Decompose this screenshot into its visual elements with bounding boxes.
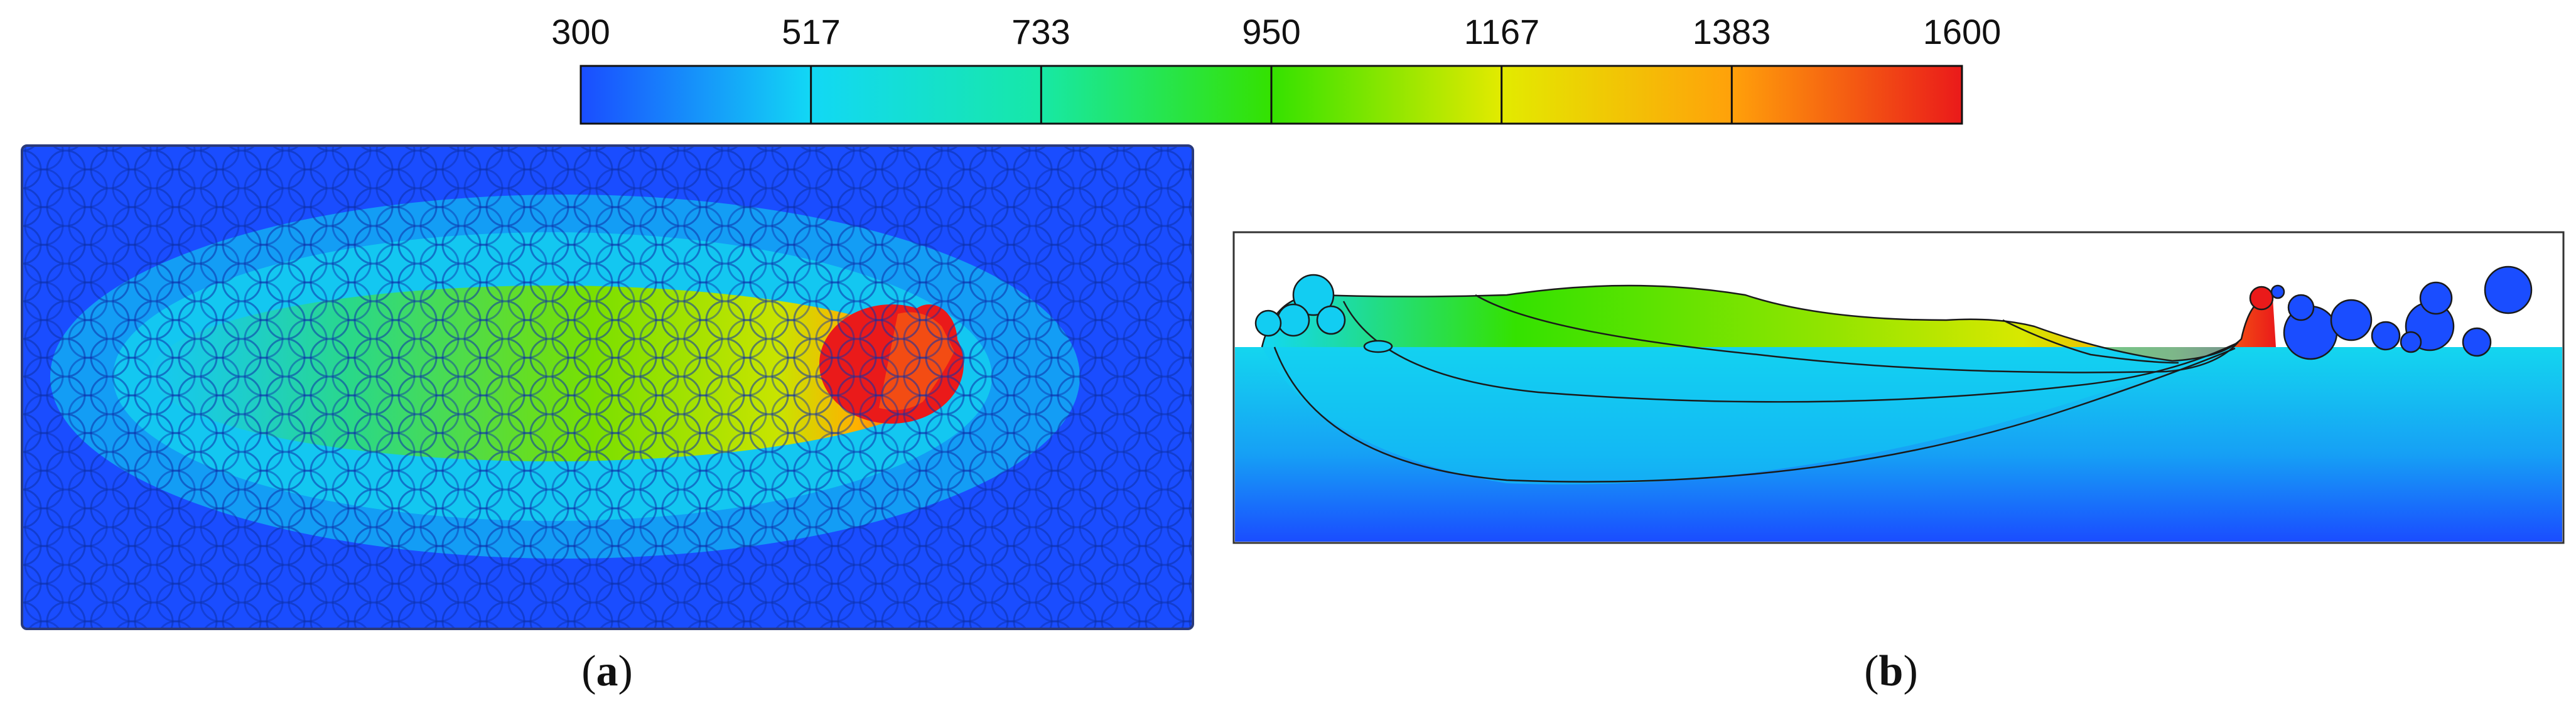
colorbar-tick-300: 300 xyxy=(551,12,610,51)
isotherm-3 xyxy=(1475,294,2239,373)
colorbar-tick-517: 517 xyxy=(782,12,840,51)
colorbar-dividers xyxy=(810,66,1733,124)
isotherm-4 xyxy=(2002,319,2179,364)
panel-b-label: (b) xyxy=(1864,647,1918,695)
powder-particles-b xyxy=(1254,265,2533,360)
colorbar: 300 517 733 950 1167 1383 1600 xyxy=(551,12,2002,125)
colorbar-tick-1167: 1167 xyxy=(1464,12,1539,51)
particle-texture-a xyxy=(22,146,1193,629)
track-surface-b xyxy=(1262,286,2276,361)
panel-b-cross-section xyxy=(1232,231,2565,544)
panel-a-powder-bed xyxy=(21,144,1194,630)
isotherm-2 xyxy=(1342,301,2236,403)
isotherm-1 xyxy=(1273,346,2236,483)
colorbar-tick-1600: 1600 xyxy=(1923,12,2002,51)
colorbar-tick-1383: 1383 xyxy=(1693,12,1771,51)
colorbar-tick-950: 950 xyxy=(1242,12,1300,51)
panel-a-label: (a) xyxy=(581,647,633,695)
colorbar-tick-733: 733 xyxy=(1011,12,1070,51)
